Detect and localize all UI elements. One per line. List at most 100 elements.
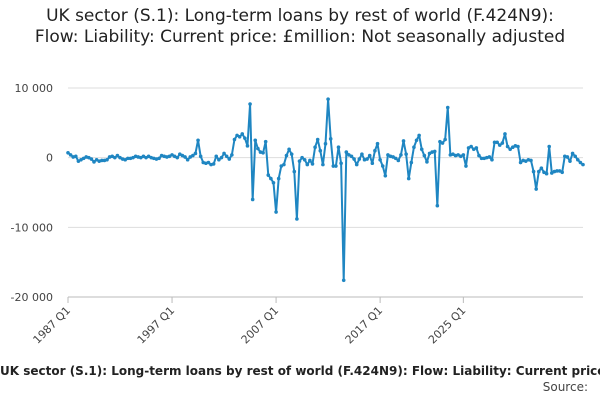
data-point[interactable]: [352, 157, 356, 161]
data-point[interactable]: [222, 151, 226, 156]
data-point[interactable]: [206, 160, 211, 165]
data-point[interactable]: [113, 155, 117, 160]
data-point[interactable]: [401, 139, 406, 143]
data-point[interactable]: [531, 169, 536, 174]
data-point[interactable]: [425, 160, 429, 164]
data-point[interactable]: [503, 132, 507, 136]
data-point[interactable]: [191, 153, 195, 158]
data-point[interactable]: [490, 157, 494, 162]
data-point[interactable]: [269, 176, 273, 181]
data-point[interactable]: [375, 141, 380, 146]
data-point[interactable]: [310, 162, 315, 166]
data-point[interactable]: [445, 105, 450, 110]
data-point[interactable]: [237, 134, 242, 139]
data-point[interactable]: [287, 147, 291, 152]
data-point[interactable]: [74, 154, 78, 159]
data-point[interactable]: [240, 132, 245, 136]
data-point[interactable]: [383, 173, 388, 178]
data-point[interactable]: [360, 152, 364, 156]
data-point[interactable]: [183, 155, 187, 159]
data-point[interactable]: [126, 156, 130, 161]
data-point[interactable]: [508, 147, 512, 152]
data-point[interactable]: [297, 159, 302, 163]
data-point[interactable]: [373, 148, 377, 153]
data-point[interactable]: [271, 180, 276, 185]
data-point[interactable]: [555, 169, 559, 173]
data-point[interactable]: [326, 97, 330, 101]
data-point[interactable]: [334, 164, 338, 168]
data-point[interactable]: [539, 166, 544, 170]
data-point[interactable]: [214, 154, 219, 159]
data-point[interactable]: [536, 169, 541, 174]
data-point[interactable]: [261, 150, 265, 155]
data-point[interactable]: [282, 162, 286, 167]
data-point[interactable]: [432, 149, 437, 154]
data-point[interactable]: [570, 151, 575, 156]
data-point[interactable]: [217, 157, 221, 162]
data-point[interactable]: [461, 153, 466, 157]
data-point[interactable]: [479, 156, 484, 161]
data-point[interactable]: [289, 152, 294, 156]
data-point[interactable]: [274, 210, 278, 214]
data-point[interactable]: [568, 159, 572, 163]
data-point[interactable]: [560, 170, 564, 175]
data-point[interactable]: [331, 164, 336, 168]
data-point[interactable]: [492, 140, 497, 145]
data-point[interactable]: [230, 153, 234, 157]
data-point[interactable]: [344, 150, 349, 154]
data-point[interactable]: [341, 278, 346, 283]
data-point[interactable]: [349, 154, 354, 159]
data-point[interactable]: [115, 153, 120, 158]
data-point[interactable]: [495, 140, 499, 145]
data-point[interactable]: [248, 102, 252, 106]
data-point[interactable]: [302, 157, 307, 162]
data-point[interactable]: [419, 147, 424, 152]
data-point[interactable]: [497, 143, 502, 147]
data-point[interactable]: [305, 162, 310, 167]
data-point[interactable]: [443, 137, 447, 142]
data-point[interactable]: [232, 137, 237, 142]
data-point[interactable]: [157, 156, 161, 161]
data-point[interactable]: [367, 153, 372, 158]
data-point[interactable]: [354, 162, 359, 167]
data-point[interactable]: [318, 148, 323, 153]
data-point[interactable]: [198, 154, 203, 159]
data-point[interactable]: [250, 197, 255, 202]
data-point[interactable]: [474, 146, 479, 150]
data-point[interactable]: [365, 157, 369, 161]
data-point[interactable]: [575, 157, 580, 162]
data-point[interactable]: [321, 162, 325, 167]
data-point[interactable]: [276, 176, 281, 181]
data-point[interactable]: [404, 152, 408, 156]
data-point[interactable]: [100, 158, 104, 163]
data-point[interactable]: [406, 176, 411, 181]
data-point[interactable]: [323, 141, 328, 146]
data-point[interactable]: [422, 153, 427, 158]
data-point[interactable]: [243, 136, 247, 140]
data-point[interactable]: [300, 155, 304, 160]
data-point[interactable]: [227, 157, 232, 161]
data-point[interactable]: [175, 155, 180, 160]
data-point[interactable]: [196, 138, 200, 143]
data-point[interactable]: [224, 154, 229, 159]
data-point[interactable]: [573, 154, 577, 159]
data-point[interactable]: [92, 160, 96, 164]
data-point[interactable]: [534, 187, 538, 191]
data-point[interactable]: [256, 146, 260, 151]
data-point[interactable]: [417, 133, 421, 138]
data-point[interactable]: [378, 157, 382, 162]
data-point[interactable]: [518, 160, 523, 165]
data-point[interactable]: [544, 171, 549, 176]
data-point[interactable]: [547, 144, 551, 149]
data-point[interactable]: [292, 169, 297, 174]
data-point[interactable]: [219, 155, 224, 160]
data-point[interactable]: [464, 164, 468, 168]
data-point[interactable]: [284, 153, 289, 158]
data-point[interactable]: [440, 141, 445, 145]
data-point[interactable]: [469, 144, 473, 149]
data-point[interactable]: [266, 173, 271, 177]
data-point[interactable]: [393, 156, 398, 161]
data-point[interactable]: [315, 137, 320, 142]
data-point[interactable]: [529, 158, 533, 163]
data-point[interactable]: [308, 158, 312, 163]
